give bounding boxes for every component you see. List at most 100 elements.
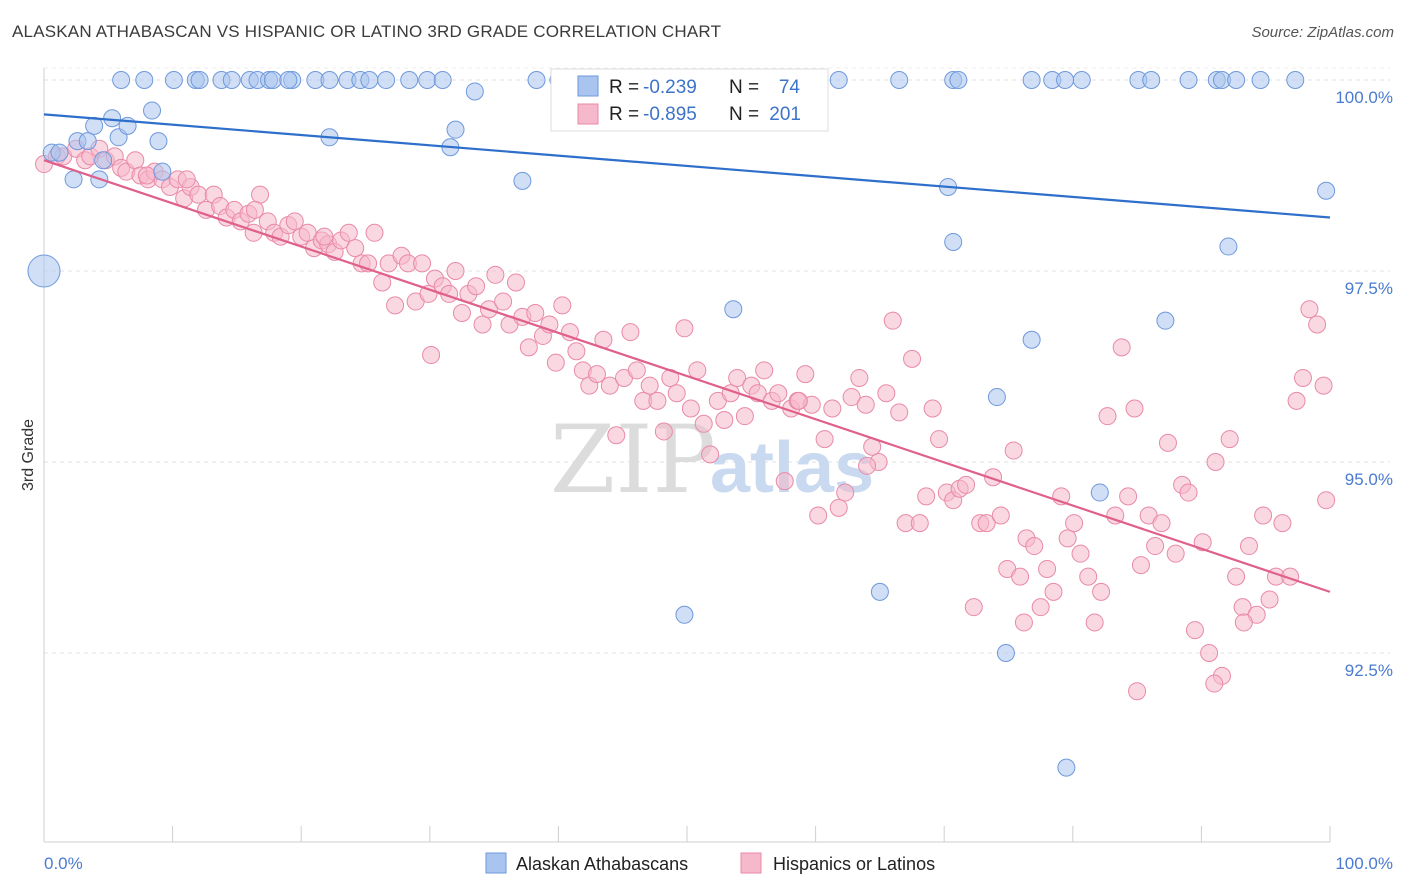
hispanic-point-174: [1227, 567, 1246, 586]
hispanic-point-98: [715, 410, 734, 429]
athabascan-points: [27, 71, 1336, 777]
hispanic-point-76: [567, 342, 586, 361]
athabascan-point-63: [1179, 71, 1198, 89]
stats-swatch-blue: [577, 75, 599, 97]
hispanic-point-194: [858, 456, 877, 475]
athabascan-point-9: [103, 109, 122, 128]
athabascan-point-34: [433, 71, 452, 89]
stats-r-label-pink: R =: [609, 104, 639, 125]
hispanic-point-128: [917, 487, 936, 506]
hispanic-point-124: [890, 403, 909, 422]
hispanic-point-146: [1038, 559, 1057, 578]
hispanic-point-100: [728, 368, 747, 387]
hispanic-point-59: [452, 304, 471, 323]
y-tick-label-1: 97.5%: [1345, 279, 1393, 298]
hispanic-point-130: [930, 430, 949, 449]
hispanic-point-93: [681, 399, 700, 418]
athabascan-point-77: [987, 388, 1006, 407]
y-axis-title: 3rd Grade: [20, 419, 37, 491]
hispanic-point-119: [856, 395, 875, 414]
athabascan-point-68: [1286, 71, 1305, 89]
hispanic-point-191: [177, 170, 196, 189]
hispanic-point-164: [1158, 433, 1177, 452]
hispanic-point-137: [977, 514, 996, 533]
athabascan-point-3: [64, 170, 83, 189]
athabascan-point-69: [1317, 181, 1336, 200]
hispanic-point-181: [1273, 514, 1292, 533]
stats-legend: R = -0.239 N = 74 R = -0.895 N = 201: [550, 68, 829, 132]
athabascan-point-75: [1022, 330, 1041, 349]
hispanic-point-149: [1058, 529, 1077, 548]
athabascan-point-79: [675, 605, 694, 624]
athabascan-point-21: [222, 71, 241, 89]
y-tick-label-2: 95.0%: [1345, 470, 1393, 489]
hispanic-point-74: [553, 296, 572, 315]
athabascan-point-28: [320, 71, 339, 89]
hispanic-point-36: [298, 223, 317, 242]
hispanic-point-113: [815, 430, 834, 449]
athabascan-point-76: [1156, 311, 1175, 330]
athabascan-point-56: [949, 71, 968, 89]
athabascan-point-57: [1022, 71, 1041, 89]
athabascan-point-35: [446, 120, 465, 139]
athabascan-point-13: [149, 132, 168, 151]
athabascan-point-73: [1219, 237, 1238, 256]
hispanic-point-190: [245, 200, 264, 219]
hispanic-point-127: [910, 514, 929, 533]
hispanic-point-144: [1025, 537, 1044, 556]
athabascan-point-12: [143, 101, 162, 120]
athabascan-point-66: [1227, 71, 1246, 89]
athabascan-point-31: [377, 71, 396, 89]
hispanic-point-69: [519, 338, 538, 357]
hispanic-point-170: [1200, 644, 1219, 662]
watermark-zip: ZIP: [550, 406, 716, 515]
athabascan-trend-line: [43, 113, 1331, 219]
athabascan-point-2: [50, 143, 69, 162]
hispanic-point-168: [1185, 621, 1204, 640]
stats-n-label-blue: N =: [729, 77, 759, 98]
hispanic-point-158: [1119, 487, 1138, 506]
athabascan-point-14: [153, 162, 172, 181]
hispanic-point-156: [1106, 506, 1125, 525]
hispanic-point-189: [315, 227, 334, 246]
hispanic-point-95: [694, 414, 713, 433]
stats-r-value-blue: -0.239: [643, 77, 697, 98]
hispanic-point-141: [1004, 441, 1023, 460]
hispanic-point-20: [189, 185, 208, 204]
athabascan-point-0: [27, 254, 61, 288]
hispanic-point-196: [1128, 682, 1147, 701]
hispanic-point-79: [587, 365, 606, 384]
hispanic-point-65: [494, 292, 513, 311]
athabascan-point-17: [164, 71, 183, 89]
hispanic-point-61: [467, 277, 486, 296]
hispanic-point-129: [923, 399, 942, 418]
hispanic-point-139: [991, 506, 1010, 525]
hispanic-point-135: [964, 598, 983, 617]
hispanic-point-162: [1146, 537, 1165, 556]
hispanic-point-145: [1031, 598, 1050, 617]
athabascan-point-60: [1072, 71, 1091, 89]
chart-title: ALASKAN ATHABASCAN VS HISPANIC OR LATINO…: [12, 22, 722, 41]
athabascan-point-25: [263, 71, 282, 89]
chart-source: Source: ZipAtlas.com: [1251, 24, 1394, 41]
hispanic-point-110: [796, 365, 815, 384]
hispanic-point-167: [1179, 483, 1198, 502]
hispanic-point-171: [1206, 453, 1225, 471]
hispanic-point-122: [877, 384, 896, 403]
hispanic-point-123: [883, 311, 902, 330]
stats-n-value-pink: 201: [769, 104, 801, 125]
athabascan-point-37: [360, 71, 379, 89]
athabascan-point-72: [944, 232, 963, 251]
hispanic-point-107: [775, 472, 794, 491]
hispanic-point-34: [285, 212, 304, 231]
stats-r-value-pink: -0.895: [643, 104, 697, 125]
athabascan-point-78: [1090, 483, 1109, 502]
x-tick-label-min: 0.0%: [44, 854, 83, 873]
hispanic-point-165: [1166, 544, 1185, 563]
hispanic-point-126: [903, 349, 922, 368]
hispanic-point-11: [126, 151, 145, 170]
hispanic-point-92: [675, 319, 694, 338]
athabascan-point-74: [724, 300, 743, 319]
hispanic-point-163: [1152, 514, 1171, 533]
